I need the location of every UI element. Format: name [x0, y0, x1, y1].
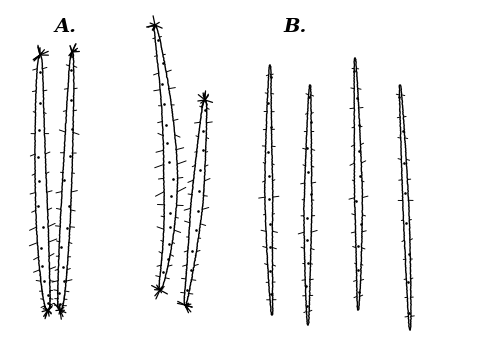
- Text: B.: B.: [284, 18, 306, 36]
- Text: A.: A.: [54, 18, 76, 36]
